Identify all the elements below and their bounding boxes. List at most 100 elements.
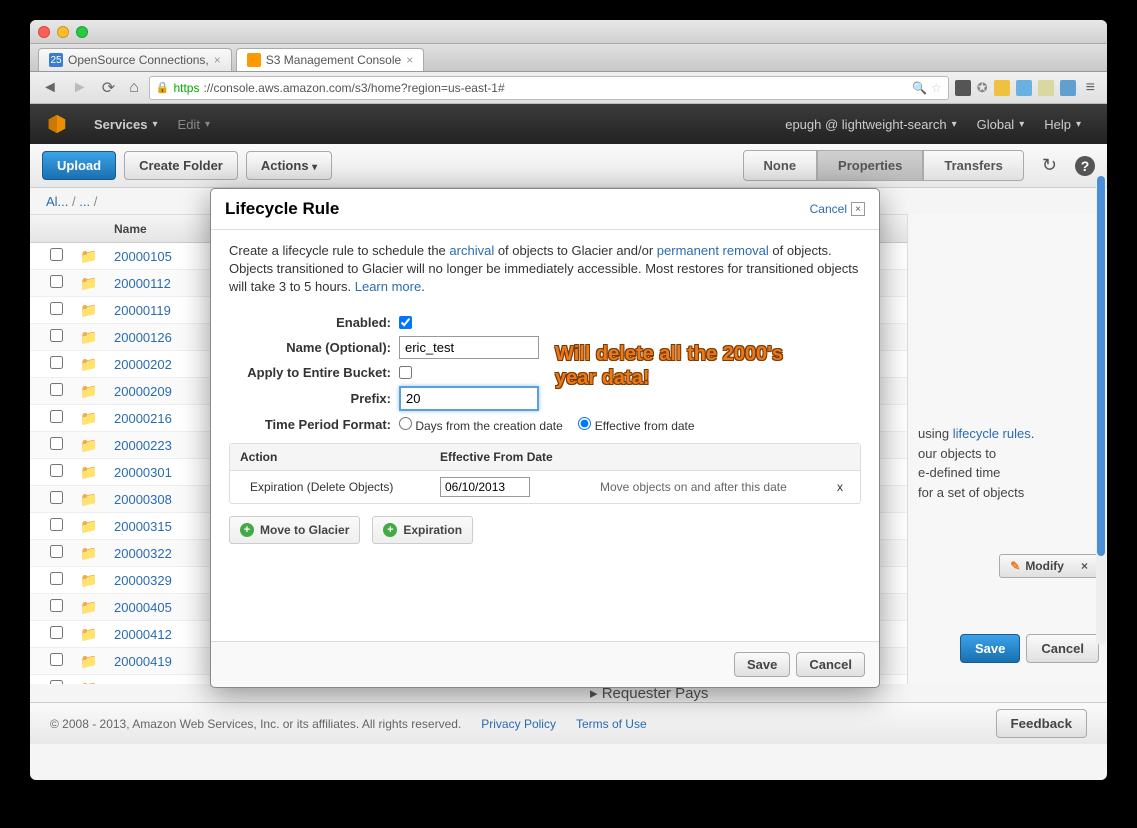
back-icon[interactable]: ◄ [38, 79, 62, 97]
help-icon[interactable]: ? [1075, 156, 1095, 176]
row-checkbox[interactable] [50, 437, 63, 450]
modal-save-button[interactable]: Save [734, 652, 790, 677]
copyright: © 2008 - 2013, Amazon Web Services, Inc.… [50, 717, 461, 731]
folder-link[interactable]: 20000412 [114, 627, 172, 642]
modal-cancel-link[interactable]: Cancel × [810, 202, 865, 216]
save-button[interactable]: Save [960, 634, 1020, 663]
row-checkbox[interactable] [50, 275, 63, 288]
zoom-icon[interactable]: 🔍 [912, 81, 927, 95]
row-checkbox[interactable] [50, 680, 63, 684]
address-bar[interactable]: 🔒 https://console.aws.amazon.com/s3/home… [149, 76, 949, 100]
folder-link[interactable]: 20000322 [114, 546, 172, 561]
folder-link[interactable]: 20000315 [114, 519, 172, 534]
browser-tab-s3[interactable]: S3 Management Console × [236, 48, 424, 71]
privacy-link[interactable]: Privacy Policy [481, 717, 556, 731]
tab-none[interactable]: None [743, 150, 818, 181]
feedback-button[interactable]: Feedback [996, 709, 1088, 738]
learn-more-link[interactable]: Learn more [355, 279, 421, 294]
prefix-input[interactable] [399, 386, 539, 411]
breadcrumb-link[interactable]: Al... [46, 194, 68, 209]
row-checkbox[interactable] [50, 248, 63, 261]
name-input[interactable] [399, 336, 539, 359]
extension-icon[interactable] [955, 80, 971, 96]
actions-button[interactable]: Actions ▾ [246, 151, 332, 180]
home-icon[interactable]: ⌂ [125, 79, 143, 97]
row-checkbox[interactable] [50, 356, 63, 369]
reload-icon[interactable]: ⟳ [98, 78, 119, 98]
lifecycle-rules-link[interactable]: lifecycle rules [953, 426, 1031, 441]
tab-close-icon[interactable]: × [214, 53, 221, 67]
row-checkbox[interactable] [50, 653, 63, 666]
folder-link[interactable]: 20000301 [114, 465, 172, 480]
row-checkbox[interactable] [50, 302, 63, 315]
row-checkbox[interactable] [50, 383, 63, 396]
tab-properties[interactable]: Properties [817, 150, 923, 181]
services-menu[interactable]: Services▾ [84, 117, 168, 132]
rule-date-input[interactable] [440, 477, 530, 497]
extension-icon[interactable] [1016, 80, 1032, 96]
folder-link[interactable]: 20000223 [114, 438, 172, 453]
row-checkbox[interactable] [50, 329, 63, 342]
removal-link[interactable]: permanent removal [657, 243, 769, 258]
move-to-glacier-button[interactable]: +Move to Glacier [229, 516, 360, 544]
folder-link[interactable]: 20000119 [114, 303, 171, 318]
region-menu[interactable]: Global▾ [967, 117, 1035, 132]
folder-link[interactable]: 20000202 [114, 357, 172, 372]
row-checkbox[interactable] [50, 464, 63, 477]
modify-button[interactable]: ✎ Modify × [999, 554, 1099, 578]
account-menu[interactable]: epugh @ lightweight-search▾ [775, 117, 966, 132]
browser-tab-opensource[interactable]: 25 OpenSource Connections, × [38, 48, 232, 71]
help-menu[interactable]: Help▾ [1034, 117, 1091, 132]
terms-link[interactable]: Terms of Use [576, 717, 647, 731]
folder-link[interactable]: 20000426 [114, 681, 172, 685]
close-icon[interactable]: × [851, 202, 865, 216]
extension-icon[interactable]: ✪ [977, 80, 988, 96]
edit-menu[interactable]: Edit▾ [168, 117, 220, 132]
tab-transfers[interactable]: Transfers [923, 150, 1024, 181]
folder-link[interactable]: 20000112 [114, 276, 171, 291]
radio-effective[interactable]: Effective from date [578, 419, 694, 433]
upload-button[interactable]: Upload [42, 151, 116, 180]
extension-icon[interactable] [994, 80, 1010, 96]
tab-close-icon[interactable]: × [406, 53, 413, 67]
apply-bucket-checkbox[interactable] [399, 366, 412, 379]
cancel-button[interactable]: Cancel [1026, 634, 1099, 663]
row-checkbox[interactable] [50, 626, 63, 639]
close-icon[interactable]: × [1081, 559, 1088, 573]
breadcrumb-link[interactable]: ... [79, 194, 90, 209]
folder-link[interactable]: 20000216 [114, 411, 172, 426]
lifecycle-rule-modal: Lifecycle Rule Cancel × Create a lifecyc… [210, 188, 880, 688]
folder-link[interactable]: 20000308 [114, 492, 172, 507]
menu-icon[interactable]: ≡ [1082, 79, 1099, 97]
minimize-window-icon[interactable] [57, 26, 69, 38]
folder-link[interactable]: 20000405 [114, 600, 172, 615]
folder-link[interactable]: 20000419 [114, 654, 172, 669]
modal-cancel-button[interactable]: Cancel [796, 652, 865, 677]
zoom-window-icon[interactable] [76, 26, 88, 38]
row-checkbox[interactable] [50, 491, 63, 504]
radio-days[interactable]: Days from the creation date [399, 419, 563, 433]
refresh-icon[interactable]: ↻ [1032, 155, 1067, 176]
close-window-icon[interactable] [38, 26, 50, 38]
folder-link[interactable]: 20000105 [114, 249, 172, 264]
folder-link[interactable]: 20000329 [114, 573, 172, 588]
folder-icon: 📁 [80, 626, 97, 642]
scrollbar[interactable] [1096, 175, 1106, 645]
row-checkbox[interactable] [50, 518, 63, 531]
folder-link[interactable]: 20000209 [114, 384, 172, 399]
row-checkbox[interactable] [50, 572, 63, 585]
row-checkbox[interactable] [50, 599, 63, 612]
star-icon[interactable]: ☆ [931, 81, 942, 95]
enabled-checkbox[interactable] [399, 316, 412, 329]
row-checkbox[interactable] [50, 545, 63, 558]
rule-remove-icon[interactable]: x [830, 480, 850, 494]
archival-link[interactable]: archival [449, 243, 494, 258]
extension-icon[interactable] [1060, 80, 1076, 96]
time-format-radio-group: Days from the creation date Effective fr… [399, 417, 707, 433]
expiration-button[interactable]: +Expiration [372, 516, 473, 544]
create-folder-button[interactable]: Create Folder [124, 151, 238, 180]
folder-link[interactable]: 20000126 [114, 330, 172, 345]
extension-icon[interactable] [1038, 80, 1054, 96]
row-checkbox[interactable] [50, 410, 63, 423]
forward-icon[interactable]: ► [68, 79, 92, 97]
